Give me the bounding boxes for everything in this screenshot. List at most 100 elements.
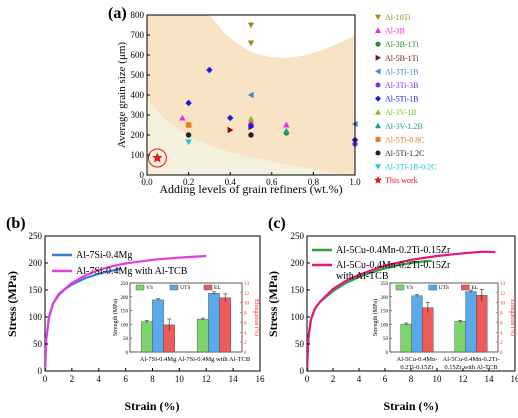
inset-bar [476, 295, 488, 353]
y-tick-label: 250 [29, 231, 43, 241]
legend-label: Al-3Ti-1B [385, 67, 419, 76]
legend-marker [375, 41, 381, 47]
inset-legend-swatch [461, 284, 470, 291]
inset-y2-axis-title: Elongation (%) [253, 299, 260, 336]
data-point [283, 121, 290, 128]
x-tick-label: 12 [202, 374, 211, 384]
x-tick-label: 0.4 [225, 177, 237, 187]
legend-label: Al-10Ti [385, 13, 411, 22]
inset-y-tick-label: 250 [381, 282, 389, 287]
y-tick-label: 800 [131, 10, 145, 20]
inset-category-label: Al-7Si-0.4Mg with Al-TCB [178, 356, 251, 363]
inset-y2-tick-label: 14 [500, 282, 506, 287]
x-axis-title: Adding levels of grain refiners (wt.%) [159, 182, 342, 196]
lower-confidence-band [147, 98, 355, 175]
x-tick-label: 6 [123, 374, 128, 384]
x-tick-label: 12 [459, 374, 468, 384]
x-tick-label: 8 [409, 374, 414, 384]
data-point [185, 99, 192, 107]
inset-y-axis-title: Strength (MPa) [372, 299, 379, 336]
inset-legend-label: YS [146, 285, 153, 291]
data-point [227, 126, 234, 134]
inset-bar [196, 318, 209, 353]
inset-y2-tick-label: 12 [500, 292, 506, 297]
data-point [185, 122, 192, 128]
x-tick-label: 8 [150, 374, 155, 384]
inset-bar [140, 321, 153, 353]
legend-label: Al-3Ti-1B-0.2C [385, 163, 437, 172]
inset-category-label: Al-5Cu-0.4Mn-0.2Ti- [443, 356, 500, 363]
inset-y2-tick-label: 2 [500, 341, 503, 346]
y-axis-title: Stress (MPa) [5, 271, 19, 337]
inset-legend-swatch [169, 284, 179, 291]
x-tick-label: 0.8 [308, 177, 320, 187]
panel-label-b: (b) [6, 215, 26, 232]
y-tick-label: 100 [291, 312, 305, 322]
legend-marker [375, 122, 381, 129]
inset-y2-tick-label: 4 [500, 331, 503, 336]
y-tick-label: 200 [29, 258, 43, 268]
data-point [206, 66, 213, 74]
inset-y-tick-label: 200 [381, 296, 389, 301]
data-point [247, 118, 255, 125]
legend-label: Al-7Si-0.4Mg [76, 250, 132, 261]
y-axis-title: Average grain size (μm) [116, 42, 128, 149]
y-tick-label: 150 [29, 285, 43, 295]
inset-y2-tick-label: 10 [244, 302, 250, 307]
x-tick-label: 6 [383, 374, 388, 384]
y-tick-label: 300 [131, 110, 145, 120]
inset-y-tick-label: 50 [383, 337, 389, 342]
inset-bar [411, 295, 423, 353]
inset-y-tick-label: 0 [386, 351, 389, 356]
legend-label: Al-3V-1.2B [385, 122, 423, 131]
inset-bar [422, 307, 434, 353]
inset-y2-tick-label: 12 [244, 292, 250, 297]
legend-marker [375, 27, 381, 33]
inset-bar [454, 321, 466, 353]
y-tick-label: 100 [131, 150, 145, 160]
legend-label: Al-7Si-0.4Mg with Al-TCB [76, 266, 188, 277]
grain-size-chart: 0 100 200 300 400 500 600 700 800 0.0 0.2 0.4 0.6 0.8… [116, 10, 437, 196]
legend-label: Al-3V-1B [385, 108, 417, 117]
inset-legend-swatch [203, 284, 213, 291]
inset-bar [219, 297, 232, 353]
inset-legend-swatch [428, 284, 437, 291]
y-tick-label: 0 [300, 366, 305, 376]
data-point [152, 152, 163, 163]
inset-y2-tick-label: 0 [244, 351, 247, 356]
x-tick-label: 14 [229, 374, 239, 384]
x-tick-label: 0.2 [183, 177, 194, 187]
inset-category-label: 0.2Ti-0.15Zr [400, 364, 434, 371]
panel-label-a: (a) [108, 5, 127, 22]
inset-y2-tick-label: 6 [500, 321, 503, 326]
inset-y2-tick-label: 10 [500, 302, 506, 307]
series-line [45, 254, 207, 371]
x-tick-label: 10 [175, 374, 185, 384]
data-point [247, 115, 255, 122]
x-tick-label: 10 [433, 374, 443, 384]
x-axis-title: Strain (%) [384, 399, 439, 413]
data-point [227, 114, 234, 122]
inset-y-tick-label: 250 [121, 282, 129, 287]
x-tick-label: 4 [357, 374, 362, 384]
inset-y2-tick-label: 4 [244, 331, 247, 336]
x-tick-label: 16 [256, 374, 266, 384]
inset-bar [400, 323, 412, 353]
legend-marker [375, 82, 381, 88]
inset-legend-swatch [135, 284, 145, 291]
y-tick-label: 600 [131, 50, 145, 60]
series-line [307, 250, 496, 371]
inset-bar [208, 293, 220, 353]
y-tick-label: 700 [131, 30, 145, 40]
data-point [248, 132, 254, 138]
inset-y2-tick-label: 6 [244, 321, 247, 326]
data-point [179, 114, 186, 121]
x-tick-label: 0 [305, 374, 310, 384]
legend-marker [375, 14, 381, 20]
y-tick-label: 0 [140, 170, 145, 180]
inset-legend-label: EL [214, 285, 221, 291]
y-tick-label: 100 [29, 312, 43, 322]
inset-legend-label: UTS [180, 285, 190, 291]
inset-y2-tick-label: 2 [244, 341, 247, 346]
